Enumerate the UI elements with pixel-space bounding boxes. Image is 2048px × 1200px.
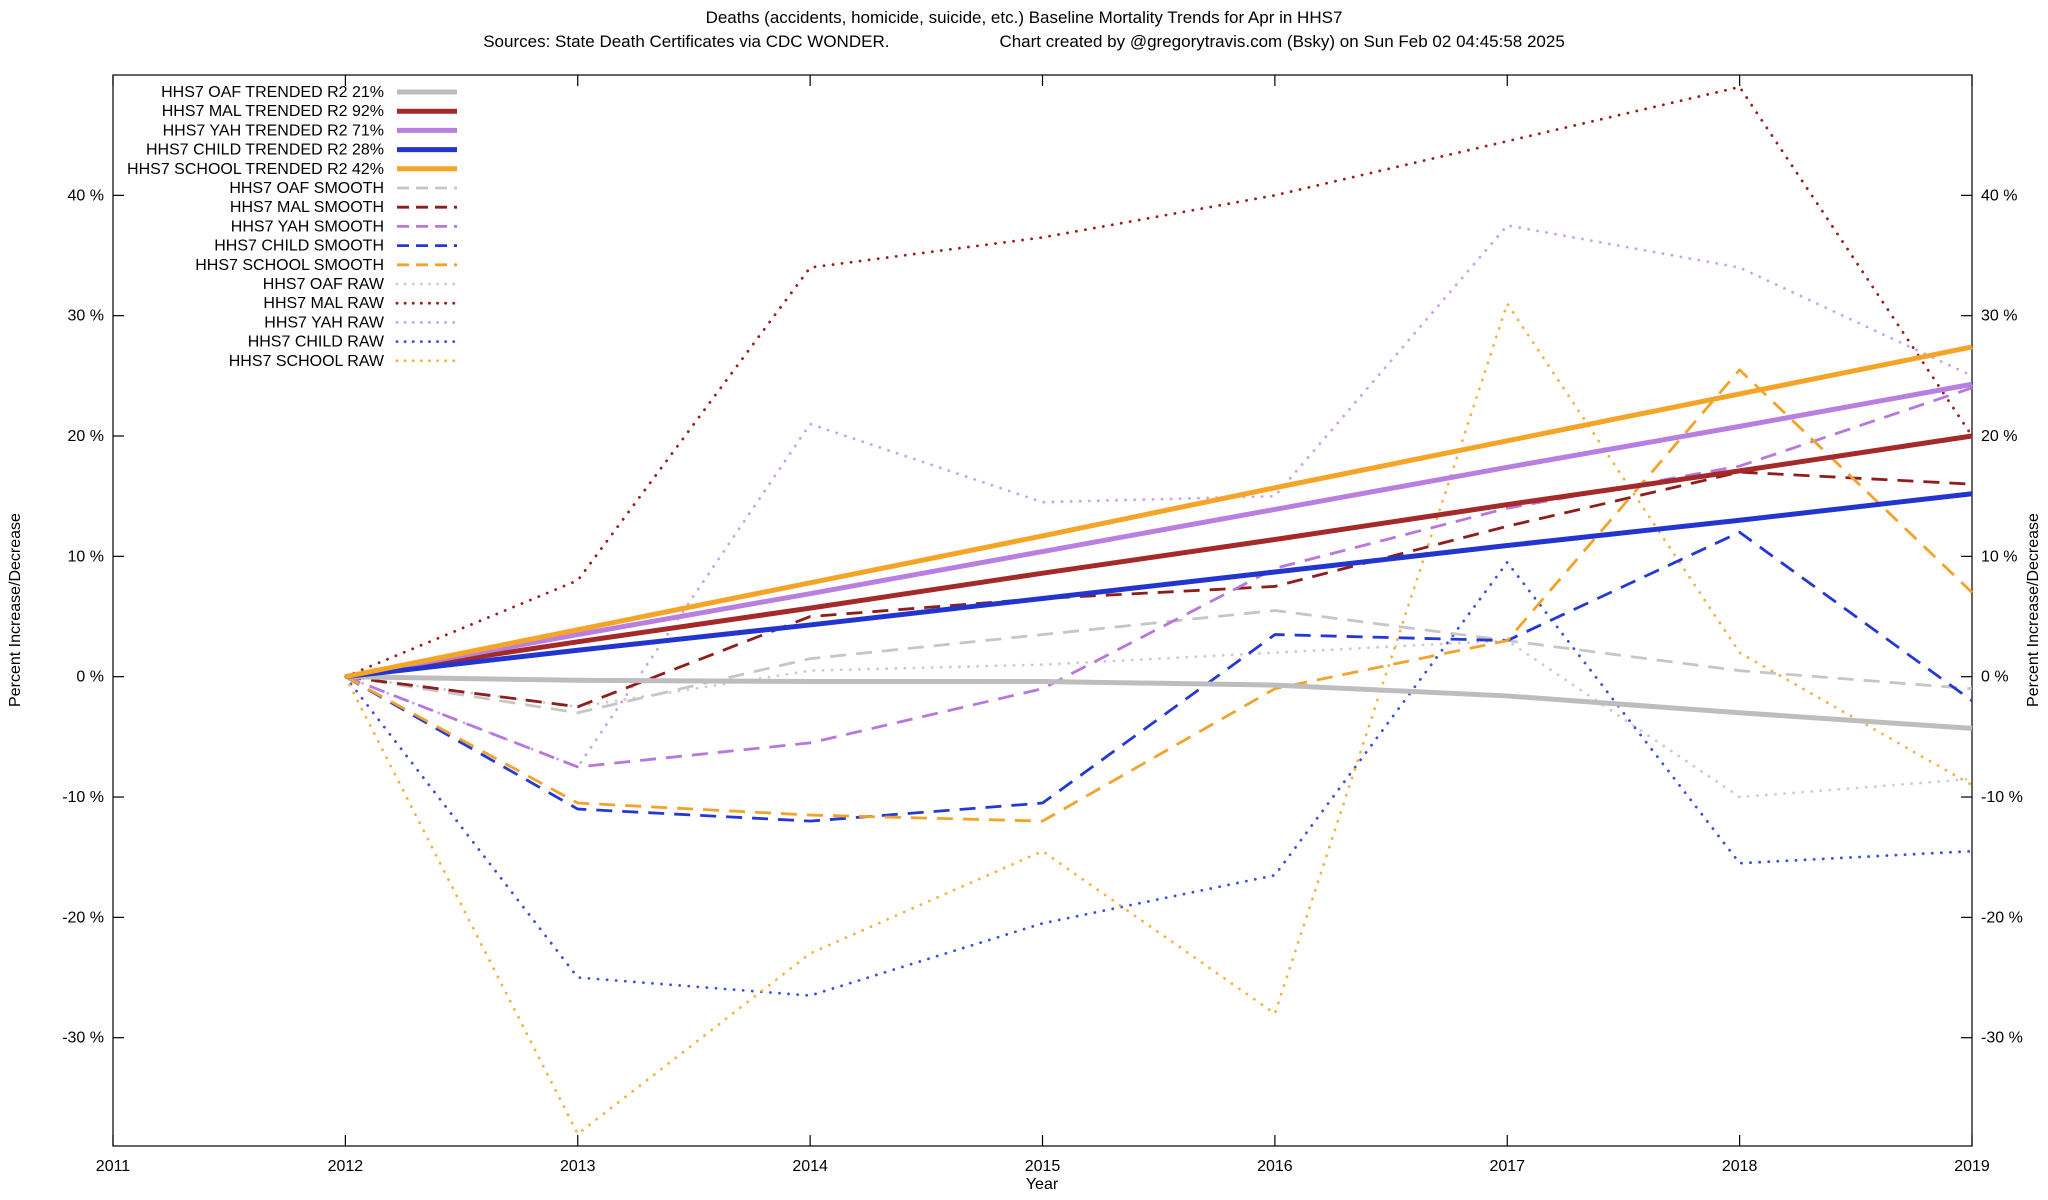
legend-label-oaf-smooth: HHS7 OAF SMOOTH: [229, 180, 384, 197]
series-line-mal-trended: [345, 433, 1973, 680]
y-tick-label-right: 40 %: [1981, 187, 2017, 204]
y-tick-label-left: -10 %: [62, 789, 104, 806]
y-tick-label-left: 30 %: [68, 308, 104, 325]
legend-label-school-raw: HHS7 SCHOOL RAW: [229, 353, 385, 370]
chart-subtitle: Sources: State Death Certificates via CD…: [0, 32, 2048, 52]
page-title: Deaths (accidents, homicide, suicide, et…: [0, 8, 2048, 28]
series-line-oaf-smooth: [345, 609, 1973, 715]
y-tick-label-right: 30 %: [1981, 308, 2017, 325]
y-tick-label-left: -20 %: [62, 909, 104, 926]
y-tick-label-left: 0 %: [76, 669, 104, 686]
y-tick-label-right: -10 %: [1981, 789, 2023, 806]
series-line-child-raw: [343, 560, 1974, 997]
legend-label-oaf-trended: HHS7 OAF TRENDED R2 21%: [161, 84, 384, 101]
x-axis-label: Year: [1025, 1176, 1059, 1193]
series-line-child-smooth: [344, 530, 1973, 823]
x-tick-label: 2013: [560, 1158, 596, 1175]
x-tick-label: 2018: [1722, 1158, 1758, 1175]
chart-title-text: Deaths (accidents, homicide, suicide, et…: [705, 8, 1343, 27]
y-tick-label-right: 20 %: [1981, 428, 2017, 445]
y-tick-label-left: 20 %: [68, 428, 104, 445]
legend-label-child-raw: HHS7 CHILD RAW: [248, 334, 385, 351]
y-tick-label-right: -30 %: [1981, 1030, 2023, 1047]
x-tick-label: 2016: [1257, 1158, 1293, 1175]
legend-label-child-smooth: HHS7 CHILD SMOOTH: [214, 238, 384, 255]
series-line-oaf-trended: [345, 674, 1973, 731]
legend-label-child-trended: HHS7 CHILD TRENDED R2 28%: [146, 142, 384, 159]
chart-source-text: Sources: State Death Certificates via CD…: [483, 32, 890, 51]
y-tick-label-left: 10 %: [68, 548, 104, 565]
series-line-yah-trended: [344, 381, 1973, 680]
legend-label-mal-smooth: HHS7 MAL SMOOTH: [230, 199, 384, 216]
legend-label-yah-raw: HHS7 YAH RAW: [264, 314, 385, 331]
series-line-school-smooth: [344, 368, 1973, 823]
x-tick-label: 2012: [328, 1158, 364, 1175]
legend-label-oaf-raw: HHS7 OAF RAW: [263, 276, 385, 293]
legend-label-school-trended: HHS7 SCHOOL TRENDED R2 42%: [127, 161, 384, 178]
x-tick-label: 2011: [96, 1158, 131, 1175]
legend-label-yah-trended: HHS7 YAH TRENDED R2 71%: [163, 122, 384, 139]
y-tick-label-right: 10 %: [1981, 548, 2017, 565]
legend-label-yah-smooth: HHS7 YAH SMOOTH: [231, 218, 384, 235]
legend-label-mal-trended: HHS7 MAL TRENDED R2 92%: [162, 103, 384, 120]
chart-credit-text: Chart created by @gregorytravis.com (Bsk…: [999, 32, 1565, 51]
y-tick-label-right: -20 %: [1981, 909, 2023, 926]
series-line-child-trended: [345, 491, 1973, 680]
y-tick-label-left: -30 %: [62, 1030, 104, 1047]
x-tick-label: 2019: [1954, 1158, 1990, 1175]
x-tick-label: 2015: [1025, 1158, 1061, 1175]
series-line-mal-smooth: [345, 470, 1973, 709]
x-tick-label: 2014: [792, 1158, 828, 1175]
legend-label-mal-raw: HHS7 MAL RAW: [263, 295, 385, 312]
legend-label-school-smooth: HHS7 SCHOOL SMOOTH: [195, 257, 384, 274]
y-tick-label-left: 40 %: [68, 187, 104, 204]
series-line-oaf-raw: [343, 639, 1974, 799]
series-line-yah-raw: [343, 224, 1974, 769]
x-tick-label: 2017: [1489, 1158, 1525, 1175]
y-tick-label-right: 0 %: [1981, 669, 2009, 686]
series-line-yah-smooth: [344, 386, 1973, 769]
series-line-school-trended: [344, 344, 1973, 680]
plot-border: [112, 74, 1973, 1147]
